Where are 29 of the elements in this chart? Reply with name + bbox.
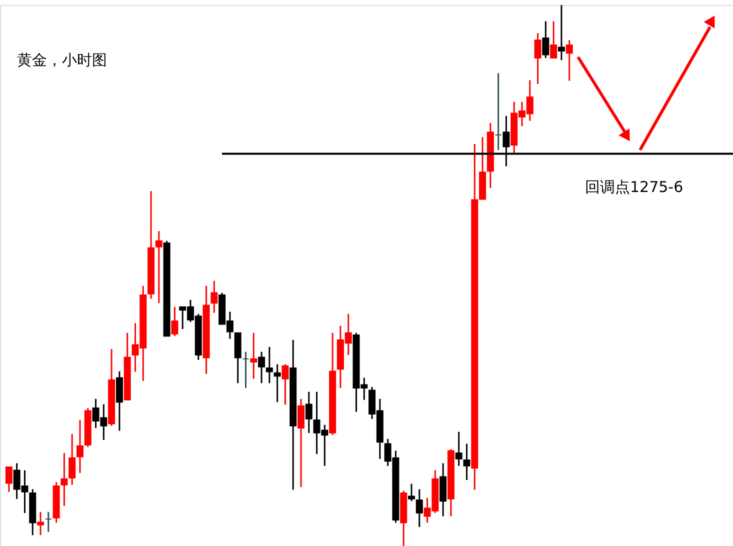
candlestick <box>274 363 281 403</box>
candlestick <box>155 230 162 304</box>
candlestick <box>550 20 558 59</box>
candlestick <box>566 39 573 82</box>
candlestick <box>455 431 462 467</box>
candlestick <box>408 483 415 502</box>
candlestick <box>542 20 550 59</box>
candlestick <box>76 419 84 474</box>
candlestick <box>534 32 542 85</box>
candlestick <box>282 363 289 406</box>
candlestick <box>5 466 12 493</box>
text: 黄金，小时图 <box>17 51 107 69</box>
candlestick <box>37 511 44 536</box>
ref-line-label: 回调点1275-6 <box>585 178 684 196</box>
candlestick <box>266 346 273 384</box>
candlestick <box>558 4 565 61</box>
candlestick <box>171 306 178 337</box>
candlestick <box>210 280 218 314</box>
candlestick <box>305 391 312 434</box>
candlestick <box>60 452 68 507</box>
candlestick <box>44 511 52 533</box>
candlestick <box>297 398 304 488</box>
candlestick <box>258 351 266 384</box>
candlestick <box>250 332 258 380</box>
candlestick <box>494 72 502 151</box>
candlestick <box>68 433 76 486</box>
candlestick <box>463 443 470 481</box>
candlestick <box>242 351 250 389</box>
candlestick <box>416 488 423 528</box>
